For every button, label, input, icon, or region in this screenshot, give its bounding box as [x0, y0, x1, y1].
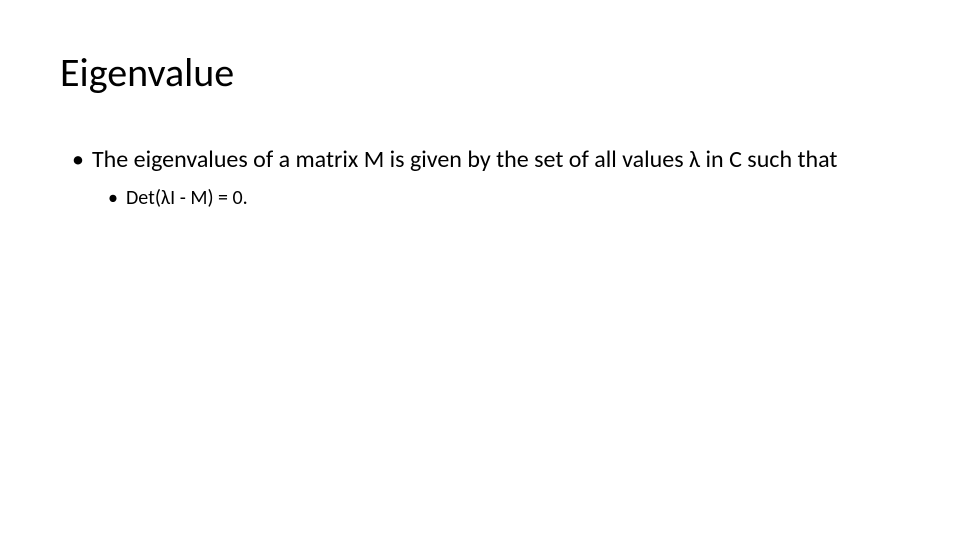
bullet-level2: • Det(λI - M) = 0.	[108, 185, 900, 211]
bullet-level2-text: Det(λI - M) = 0.	[126, 185, 900, 211]
bullet-level1: • The eigenvalues of a matrix M is given…	[72, 145, 900, 175]
slide-body: • The eigenvalues of a matrix M is given…	[60, 145, 900, 211]
bullet-dot-icon: •	[108, 185, 118, 211]
slide-title: Eigenvalue	[60, 48, 900, 97]
bullet-level2-group: • Det(λI - M) = 0.	[72, 185, 900, 211]
slide: Eigenvalue • The eigenvalues of a matrix…	[0, 0, 960, 540]
bullet-level1-text: The eigenvalues of a matrix M is given b…	[92, 145, 900, 175]
bullet-dot-icon: •	[72, 145, 84, 175]
